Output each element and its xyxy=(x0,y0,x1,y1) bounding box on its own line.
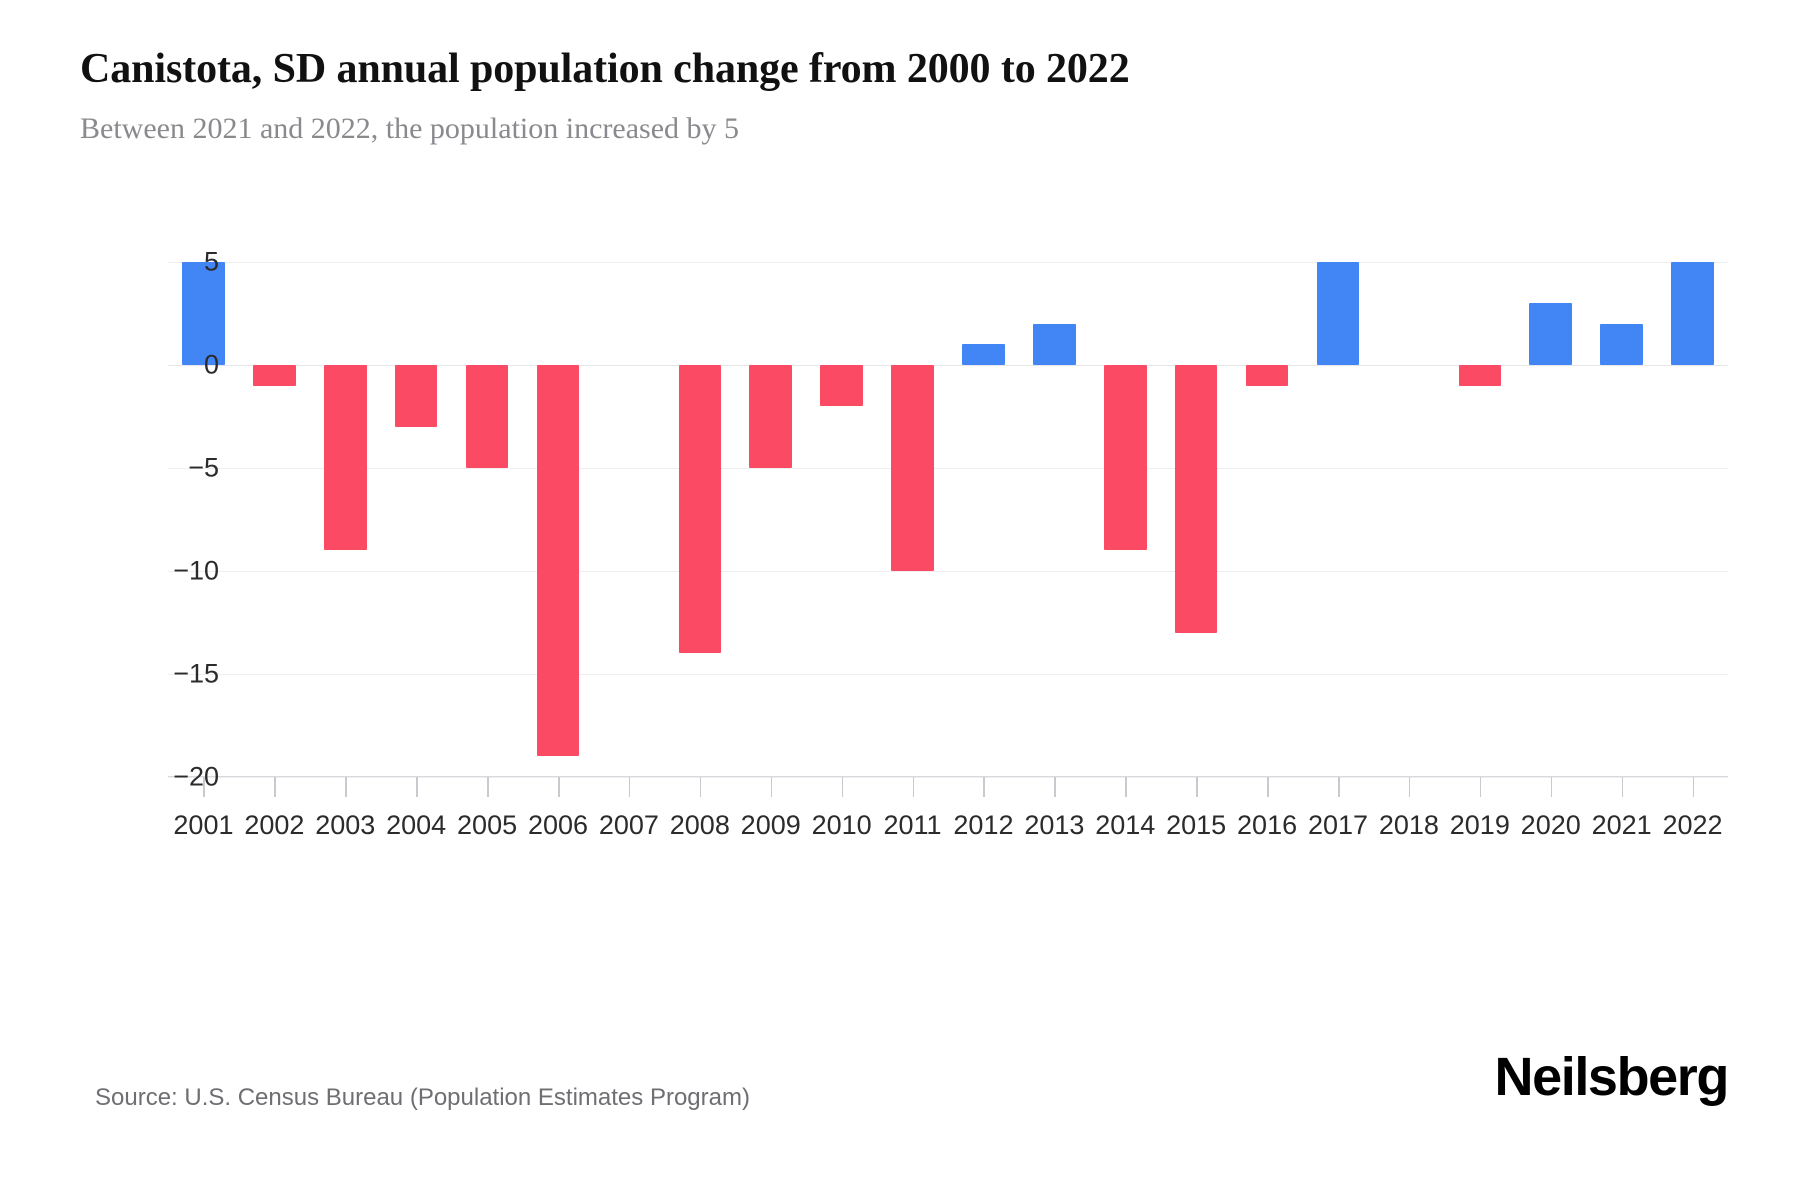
bar-2022[interactable] xyxy=(1671,262,1714,365)
page-title: Canistota, SD annual population change f… xyxy=(80,46,1130,92)
y-axis-label: 0 xyxy=(203,349,219,380)
chart-subtitle: Between 2021 and 2022, the population in… xyxy=(80,112,740,146)
x-axis-label-2008: 2008 xyxy=(669,810,730,840)
x-tick-mark-2002 xyxy=(274,777,276,797)
y-axis-label: −15 xyxy=(173,658,219,689)
x-axis-label-2013: 2013 xyxy=(1024,810,1085,840)
y-axis-label: −10 xyxy=(173,555,219,586)
x-axis-label-2010: 2010 xyxy=(811,810,872,840)
y-axis-label: −20 xyxy=(173,761,219,792)
bar-2021[interactable] xyxy=(1600,323,1643,365)
gridline-neg10 xyxy=(168,571,1728,572)
bar-2005[interactable] xyxy=(465,365,509,468)
bar-2010[interactable] xyxy=(820,365,863,407)
bar-series xyxy=(168,262,1728,777)
x-axis-label-2016: 2016 xyxy=(1237,810,1298,840)
bar-2017[interactable] xyxy=(1316,262,1360,365)
x-axis-label-2004: 2004 xyxy=(386,810,447,840)
x-axis-label-2017: 2017 xyxy=(1307,810,1369,840)
x-tick-mark-2011 xyxy=(912,777,915,797)
gridline-neg5 xyxy=(168,468,1728,469)
x-tick-mark-2017 xyxy=(1338,777,1340,797)
x-axis-label-2005: 2005 xyxy=(457,810,518,840)
brand-logo: Neilsberg xyxy=(1494,1047,1730,1107)
x-tick-mark-2007 xyxy=(628,777,631,797)
x-axis-label-2018: 2018 xyxy=(1378,810,1439,840)
bar-2008[interactable] xyxy=(678,365,722,654)
x-tick-mark-2006 xyxy=(558,777,560,797)
x-axis-label-2009: 2009 xyxy=(740,810,801,840)
x-axis-label-2022: 2022 xyxy=(1662,810,1723,840)
bar-2015[interactable] xyxy=(1174,365,1218,633)
bar-2014[interactable] xyxy=(1104,365,1147,551)
x-axis-line xyxy=(168,775,1728,777)
x-axis-label-2003: 2003 xyxy=(315,810,376,840)
x-tick-mark-2005 xyxy=(487,777,489,797)
x-tick-mark-2004 xyxy=(416,777,418,797)
x-tick-mark-2003 xyxy=(345,777,347,797)
plot-area xyxy=(168,262,1728,778)
gridline-neg15 xyxy=(168,674,1728,675)
x-tick-mark-2020 xyxy=(1550,777,1553,797)
x-tick-mark-2018 xyxy=(1408,777,1411,797)
x-tick-mark-2010 xyxy=(841,777,844,797)
x-axis-label-2020: 2020 xyxy=(1520,810,1581,840)
x-tick-mark-2008 xyxy=(699,777,702,797)
bar-2009[interactable] xyxy=(749,365,792,468)
x-axis-label-2019: 2019 xyxy=(1449,810,1510,840)
x-axis-label-2015: 2015 xyxy=(1166,810,1227,840)
source-note: Source: U.S. Census Bureau (Population E… xyxy=(95,1084,750,1111)
bar-2016[interactable] xyxy=(1245,365,1289,386)
x-axis-label-2007: 2007 xyxy=(598,810,659,840)
bar-2006[interactable] xyxy=(536,365,580,757)
bar-2012[interactable] xyxy=(962,344,1005,365)
x-tick-mark-2021 xyxy=(1621,777,1624,797)
x-tick-mark-2012 xyxy=(983,777,985,797)
y-axis-label: −5 xyxy=(188,452,219,483)
x-tick-mark-2019 xyxy=(1479,777,1482,797)
x-axis-label-2021: 2021 xyxy=(1591,810,1652,840)
chart-header: Canistota, SD annual population change f… xyxy=(80,46,1720,147)
bar-2001[interactable] xyxy=(182,262,225,365)
x-axis-tick-marks xyxy=(168,777,1728,805)
gridline-neg20 xyxy=(168,777,1728,778)
x-axis-label-2014: 2014 xyxy=(1095,810,1156,840)
bar-2004[interactable] xyxy=(394,365,438,427)
x-axis-label-2006: 2006 xyxy=(527,810,589,840)
x-tick-mark-2014 xyxy=(1125,777,1127,797)
x-tick-mark-2001 xyxy=(203,777,205,797)
x-tick-mark-2016 xyxy=(1267,777,1269,797)
x-tick-mark-2013 xyxy=(1054,777,1056,797)
x-tick-mark-2009 xyxy=(770,777,773,797)
x-axis-tick-labels: 2001 2002 2003 2004 2005 2006 2007 2008 2009 2010… xyxy=(168,810,1728,856)
bar-2013[interactable] xyxy=(1033,323,1076,365)
bar-2020[interactable] xyxy=(1529,303,1572,365)
bar-2002[interactable] xyxy=(253,365,296,386)
gridline-5 xyxy=(168,262,1728,263)
gridline-0 xyxy=(168,365,1728,366)
x-axis-label-2012: 2012 xyxy=(953,810,1014,840)
x-axis-label-2011: 2011 xyxy=(883,810,942,840)
x-axis-label-2001: 2001 xyxy=(173,810,234,840)
bar-2003[interactable] xyxy=(324,365,367,551)
x-tick-mark-2015 xyxy=(1196,777,1198,797)
bar-2019[interactable] xyxy=(1458,365,1502,386)
bar-2011[interactable] xyxy=(891,365,934,571)
x-axis-label-2002: 2002 xyxy=(244,810,305,840)
y-axis-label: 5 xyxy=(203,246,219,277)
x-tick-mark-2022 xyxy=(1692,777,1695,797)
